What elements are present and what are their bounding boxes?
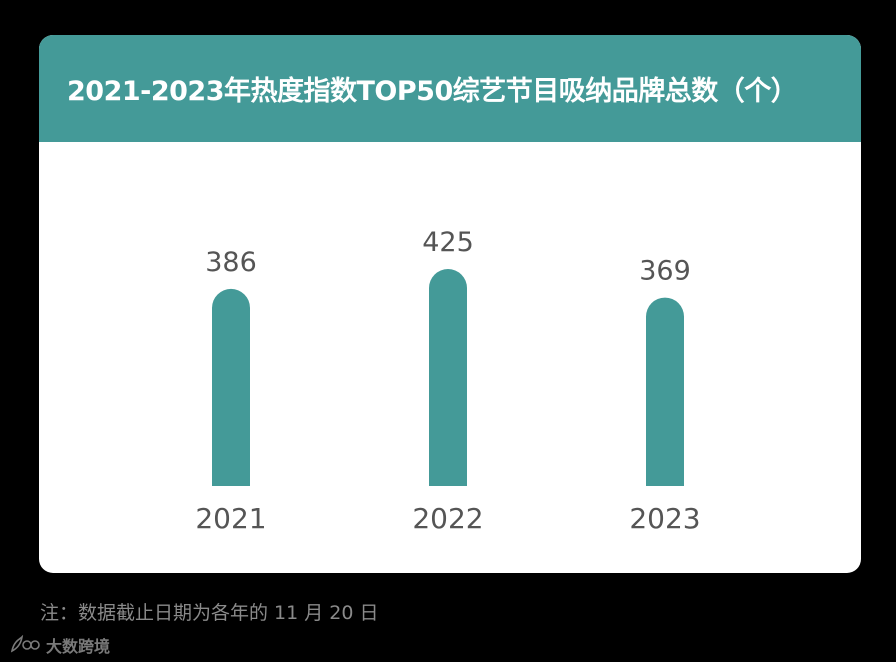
leaf-logo-icon <box>10 635 40 653</box>
brand: 大数跨境 <box>10 633 110 657</box>
data-label-2021: 386 <box>205 247 257 278</box>
x-tick-label-2023: 2023 <box>629 502 700 535</box>
bar-2022 <box>429 269 467 486</box>
chart-header: 2021-2023年热度指数TOP50综艺节目吸纳品牌总数（个） <box>39 35 861 142</box>
bar-2023 <box>646 297 684 486</box>
footnote: 注：数据截止日期为各年的 11 月 20 日 <box>40 602 379 624</box>
bar-2021 <box>212 288 250 486</box>
brand-name: 大数跨境 <box>46 637 111 656</box>
data-label-2022: 425 <box>422 227 474 258</box>
x-tick-label-2021: 2021 <box>195 502 266 535</box>
data-label-2023: 369 <box>639 256 691 287</box>
chart-title: 2021-2023年热度指数TOP50综艺节目吸纳品牌总数（个） <box>67 76 798 107</box>
x-tick-label-2022: 2022 <box>412 502 483 535</box>
